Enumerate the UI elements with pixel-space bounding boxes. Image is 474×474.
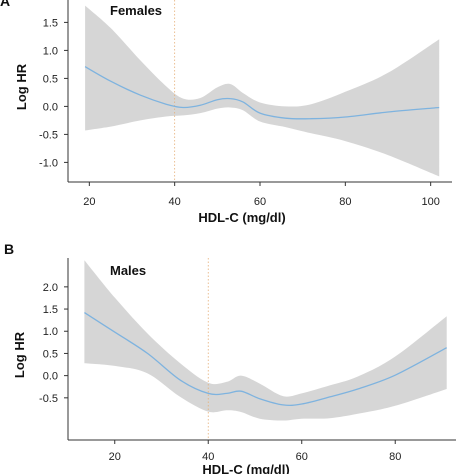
panel-a-y-tick-label: -1.0 [39, 157, 58, 169]
panel-b-hr-curve [84, 312, 448, 407]
panel-a-y-tick-label: -0.5 [39, 129, 58, 141]
panel-b-y-tick-label: 0.5 [43, 348, 58, 360]
panel-b-letter: B [4, 241, 14, 257]
panel-a-confidence-band [85, 5, 440, 177]
panel-a-y-tick-label: 1.5 [43, 17, 58, 29]
panel-b-axes [67, 258, 456, 441]
panel-b-x-tick-label: 20 [109, 451, 121, 463]
panel-b-x-tick-label: 40 [202, 451, 214, 463]
panel-a-y-ticks: 1.5 1.0 0.5 0.0 -0.5 -1.0 [39, 17, 68, 169]
panel-a-y-tick-label: 0.5 [43, 73, 58, 85]
panel-a-hr-curve [84, 66, 440, 120]
panel-a-ci-band [85, 5, 440, 177]
panel-a-y-tick-label: 0.0 [43, 101, 58, 113]
panel-b-x-ticks: 20 40 60 80 [109, 440, 401, 463]
panel-a: A 1.5 1.0 0.5 0.0 -0.5 -1.0 20 40 60 80 100 Femal… [0, 0, 452, 225]
panel-b: B 2.0 1.5 1.0 0.5 0.0 -0.5 20 40 60 80 Males Log… [4, 241, 456, 474]
panel-a-letter: A [0, 0, 10, 9]
panel-b-y-ticks: 2.0 1.5 1.0 0.5 0.0 -0.5 [39, 282, 68, 405]
panel-b-y-axis-label: Log HR [12, 331, 27, 378]
panel-b-x-tick-label: 60 [296, 451, 308, 463]
panel-a-y-axis-label: Log HR [14, 63, 29, 110]
panel-b-y-tick-label: -0.5 [39, 393, 58, 405]
panel-a-x-tick-label: 60 [254, 196, 266, 208]
panel-b-y-tick-label: 0.0 [43, 371, 58, 383]
panel-b-y-tick-label: 2.0 [43, 282, 58, 294]
panel-b-ci-band [84, 260, 447, 421]
panel-a-x-tick-label: 80 [339, 196, 351, 208]
panel-a-x-tick-label: 40 [169, 196, 181, 208]
panel-b-y-tick-label: 1.5 [43, 304, 58, 316]
panel-b-x-axis-label: HDL-C (mg/dl) [202, 462, 289, 474]
panel-a-x-tick-label: 20 [83, 196, 95, 208]
panel-a-title: Females [110, 3, 162, 18]
panel-a-x-ticks: 20 40 60 80 100 [83, 182, 440, 208]
panel-b-confidence-band [84, 260, 447, 421]
panel-b-y-tick-label: 1.0 [43, 326, 58, 338]
panel-b-x-tick-label: 80 [389, 451, 401, 463]
panel-a-x-tick-label: 100 [421, 196, 439, 208]
panel-a-x-axis-label: HDL-C (mg/dl) [198, 210, 285, 225]
panel-a-y-tick-label: 1.0 [43, 45, 58, 57]
panel-b-log-hr-line [84, 312, 448, 407]
panel-b-title: Males [110, 263, 146, 278]
panel-a-log-hr-line [84, 66, 440, 120]
